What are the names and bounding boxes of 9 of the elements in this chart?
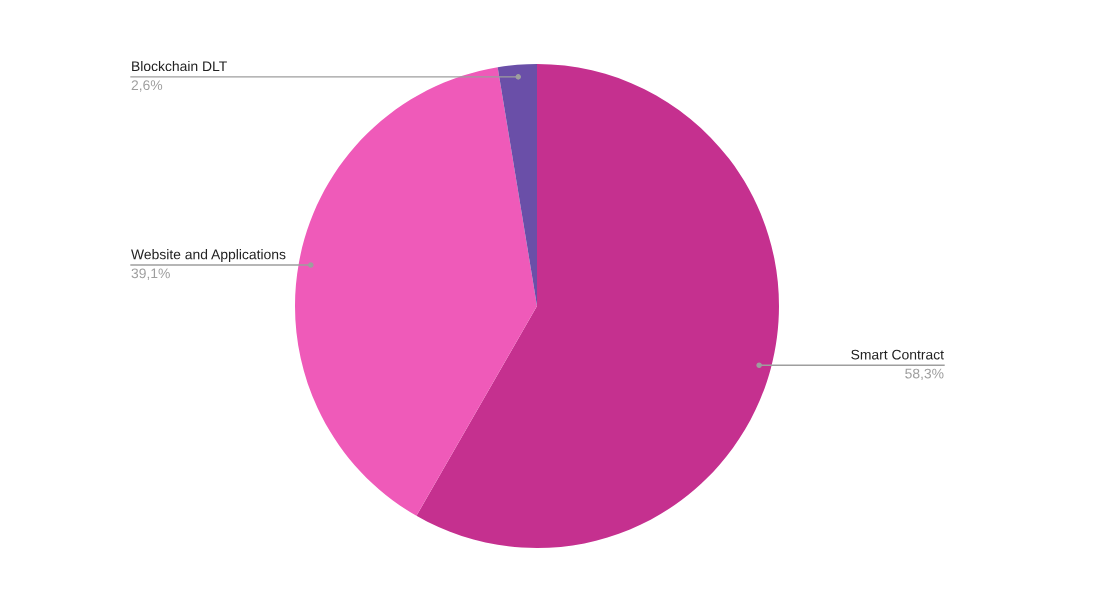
pie-slice: [295, 67, 537, 516]
slice-label: Blockchain DLT: [132, 60, 227, 72]
data-label: 58,3%: [905, 368, 944, 381]
slice-label: Smart Contract: [851, 349, 944, 360]
data-label: 39,1%: [131, 268, 170, 280]
pie-slice: [416, 64, 779, 548]
pie-slice: [497, 64, 537, 306]
data-label: 2,6%: [131, 80, 163, 92]
slice-label: Website and Applications: [131, 249, 286, 263]
